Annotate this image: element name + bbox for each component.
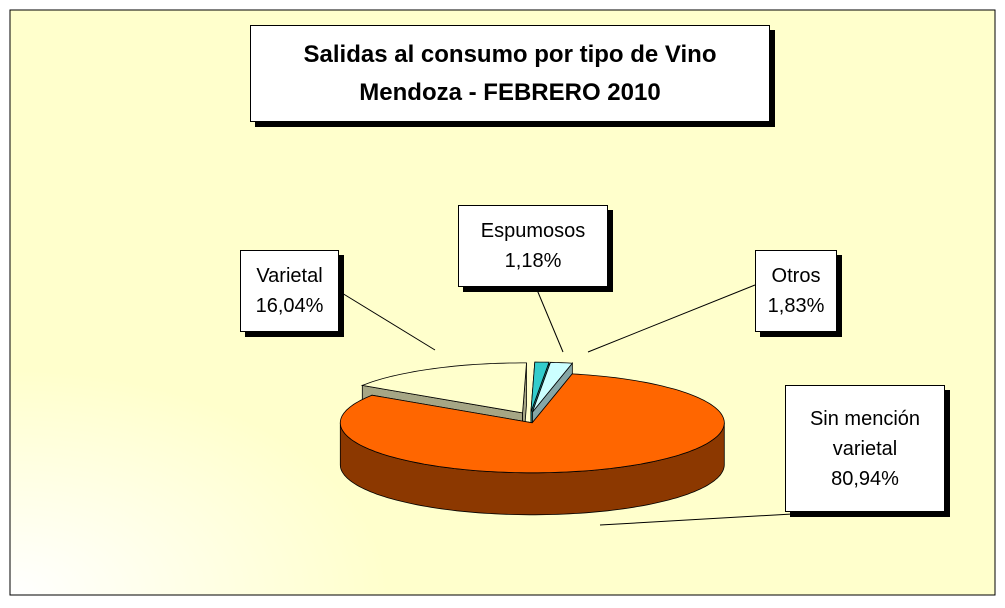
data-label: Otros 1,83% — [755, 250, 837, 332]
label-value: 80,94% — [831, 467, 899, 490]
label-name: Varietal — [256, 265, 323, 287]
leader-line — [534, 284, 564, 353]
label-name: Espumosos — [480, 220, 586, 242]
label-value: 1,83% — [767, 295, 825, 317]
data-label: Espumosos 1,18% — [458, 205, 608, 287]
slice — [339, 373, 725, 474]
slice — [360, 362, 527, 414]
pie — [339, 361, 725, 516]
title-box: Salidas al consumo por tipo de Vino Mend… — [250, 25, 770, 122]
label-name: Sin mención varietal — [809, 407, 921, 460]
leader-line — [336, 289, 436, 351]
label-value: 1,18% — [504, 250, 562, 272]
chart-title: Salidas al consumo por tipo de Vino — [303, 40, 717, 68]
leader-lines — [336, 284, 863, 526]
leader-line — [587, 284, 756, 353]
label-value: 16,04% — [255, 295, 324, 317]
data-label: Sin mención varietal 80,94% — [785, 385, 945, 512]
slice — [532, 361, 574, 413]
chart-subtitle: Mendoza - FEBRERO 2010 — [359, 78, 661, 106]
leader-line — [599, 509, 863, 526]
data-label: Varietal 16,04% — [240, 250, 339, 332]
label-name: Otros — [771, 265, 821, 287]
slice — [530, 361, 550, 413]
